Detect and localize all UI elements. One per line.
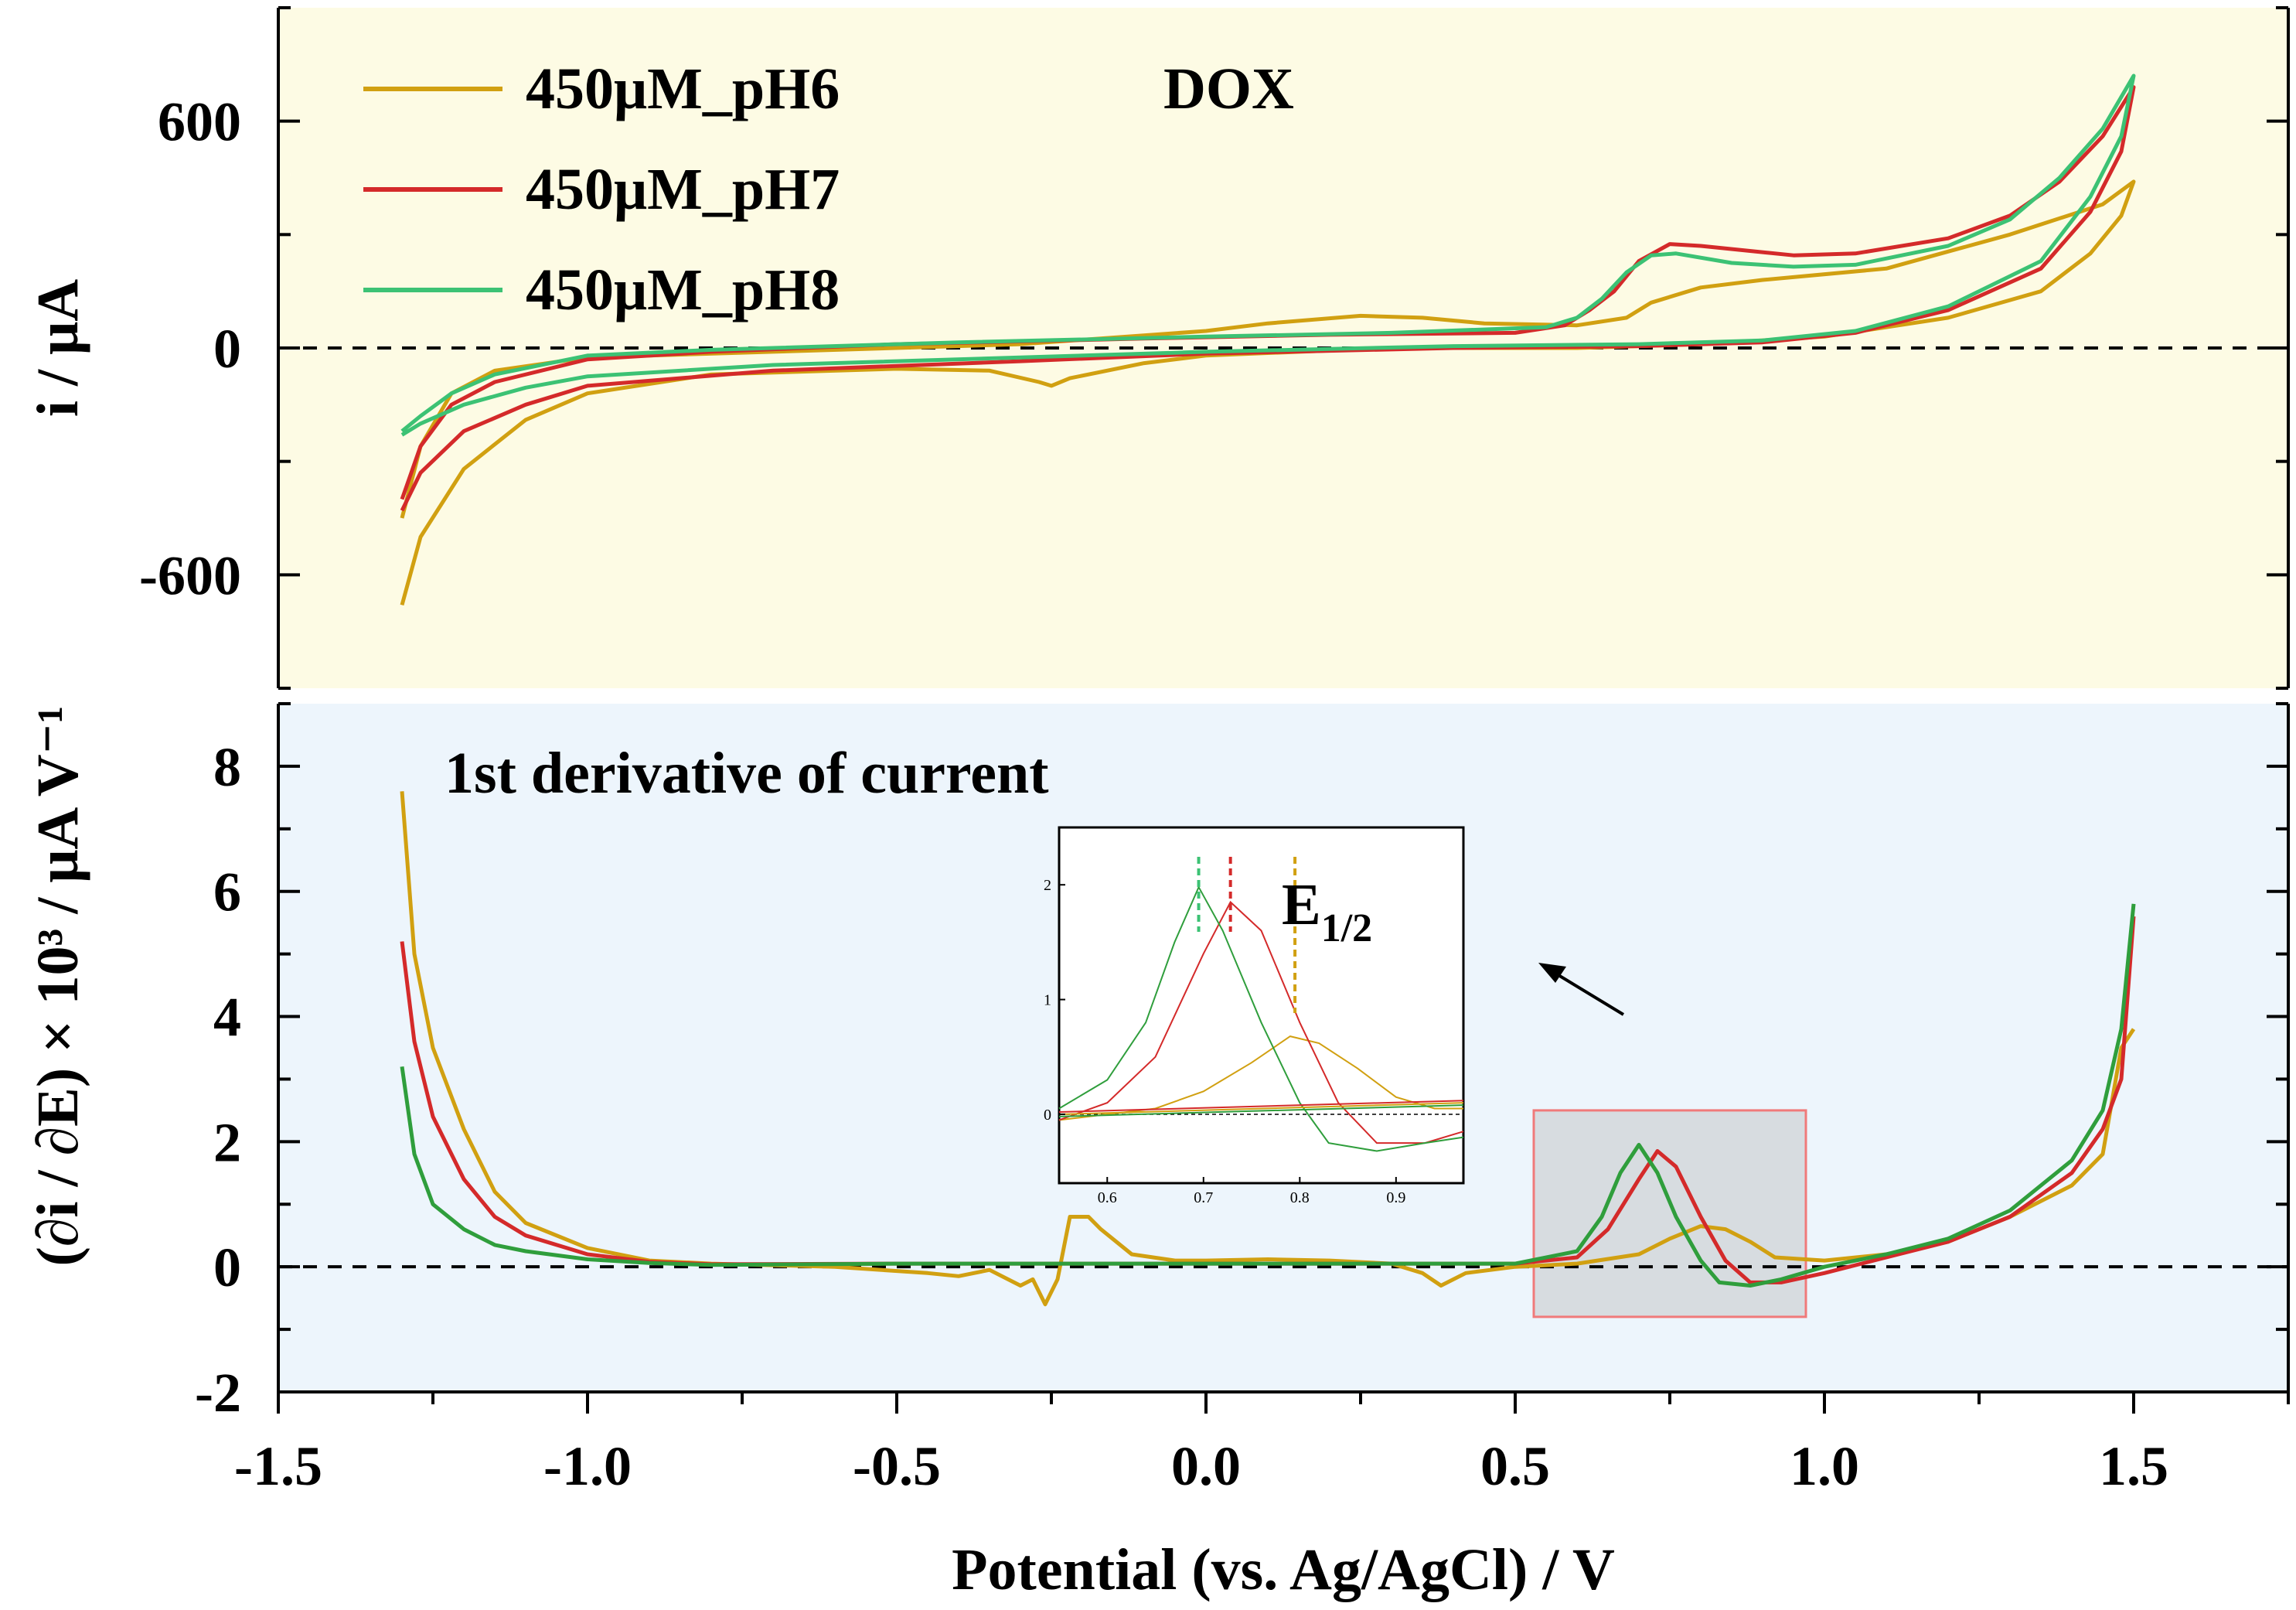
bottom-y-tick-label: 4 [213,987,241,1049]
inset-series-line-4 [1058,1100,1464,1113]
inset-y-tick-label: 2 [1044,877,1051,894]
inset-series-line-5 [1058,1104,1464,1117]
inset-series-line-1 [1058,900,1464,1144]
top-series-line-2 [400,73,2136,437]
e-half-base: E [1282,872,1321,937]
legend-label-1: 450μM_pH7 [526,157,840,222]
x-tick-label: 0.0 [1171,1435,1241,1497]
inset-frame [1058,826,1465,1185]
inset-y-tick-label: 0 [1044,1107,1051,1124]
arrow-head [1538,963,1566,983]
inset-x-tick-label: 0.7 [1194,1189,1213,1206]
bottom-y-tick-label: -2 [195,1362,241,1424]
inset-plot: 2 1 0 0.6 0.7 0.8 0.9 E1/2 [1044,826,1465,1206]
inset-x-tick-label: 0.9 [1386,1189,1405,1206]
e-half-annotation: E1/2 [1282,872,1372,950]
top-plot [278,73,2288,606]
top-y-tick-label: -600 [139,544,241,606]
bottom-y-tick-label: 6 [213,861,241,923]
x-tick-label: -0.5 [853,1435,941,1497]
inset-x-tick-label: 0.6 [1098,1189,1117,1206]
x-tick-label: -1.5 [234,1435,322,1497]
bottom-y-axis-label: (∂i / ∂E) × 10³ / μA V⁻¹ [26,705,90,1266]
arrow-line [1549,969,1625,1016]
legend-label-0: 450μM_pH6 [526,56,840,121]
inset-x-tick-label: 0.8 [1290,1189,1310,1206]
top-y-axis-label: i / μA [26,279,90,417]
labels: 600 0 -600 8 6 4 2 0 -2 -1.5 -1.0 -0.5 0.0 0.5 1.0 1.5 P… [26,56,2168,1602]
top-y-tick-label: 600 [158,91,241,153]
x-tick-label: -1.0 [543,1435,632,1497]
bottom-plot [278,791,2288,1318]
inset-series-line-2 [1058,885,1464,1152]
bottom-y-tick-label: 8 [213,736,241,798]
dox-annotation: DOX [1163,56,1294,121]
top-y-tick-label: 0 [213,318,241,380]
bottom-series-line-1 [400,916,2136,1284]
highlight-box [1532,1109,1807,1318]
bottom-series-line-2 [400,903,2136,1288]
legend-label-2: 450μM_pH8 [526,258,840,322]
inset-series-line-3 [1058,1102,1464,1115]
x-tick-label: 1.5 [2099,1435,2168,1497]
axes [277,6,2290,1414]
bottom-y-tick-label: 2 [213,1111,241,1173]
x-tick-label: 1.0 [1790,1435,1859,1497]
inset-y-tick-label: 1 [1044,992,1051,1009]
x-axis-label: Potential (vs. Ag/AgCl) / V [952,1537,1615,1602]
e-half-subscript: 1/2 [1321,906,1372,950]
derivative-annotation: 1st derivative of current [445,741,1049,806]
bottom-y-tick-label: 0 [213,1236,241,1298]
top-series-line-0 [400,179,2136,606]
x-tick-label: 0.5 [1480,1435,1550,1497]
